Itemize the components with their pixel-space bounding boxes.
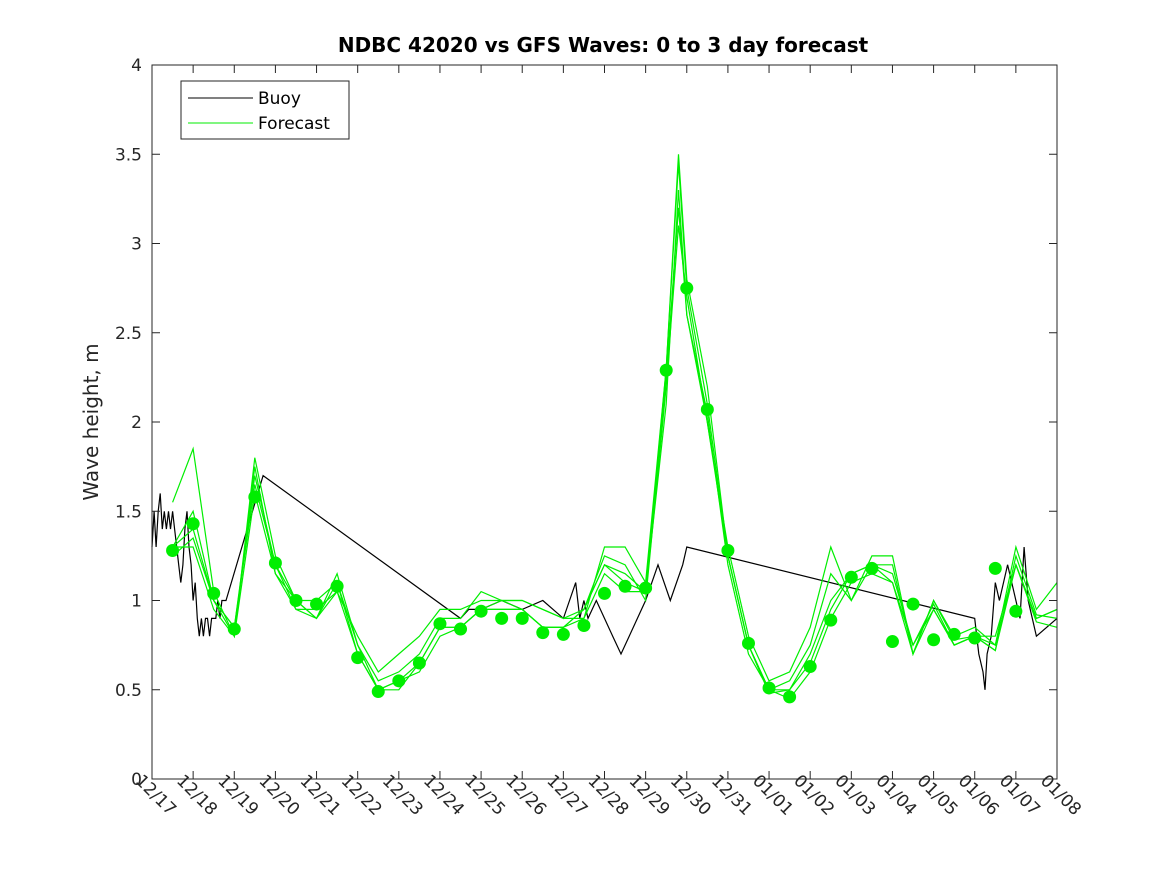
x-tick-label: 01/07 bbox=[995, 771, 1044, 820]
forecast-marker bbox=[186, 517, 200, 531]
marker-layer bbox=[166, 281, 1023, 704]
forecast-series-line bbox=[172, 189, 1058, 694]
forecast-marker bbox=[762, 681, 776, 695]
legend-box bbox=[180, 80, 350, 140]
forecast-marker bbox=[412, 656, 426, 670]
x-tick-label: 12/21 bbox=[296, 771, 345, 820]
forecast-marker bbox=[289, 594, 303, 607]
x-tick-label: 01/05 bbox=[913, 771, 962, 820]
plot-frame bbox=[151, 64, 1058, 780]
forecast-marker bbox=[927, 633, 941, 647]
forecast-marker bbox=[351, 651, 365, 665]
x-tick-label: 12/31 bbox=[707, 771, 756, 820]
forecast-marker bbox=[844, 570, 858, 584]
forecast-marker bbox=[906, 597, 920, 611]
forecast-marker bbox=[639, 581, 653, 595]
y-tick-label: 0.5 bbox=[115, 681, 142, 701]
x-tick-label: 12/24 bbox=[419, 771, 468, 820]
forecast-marker bbox=[556, 627, 570, 641]
forecast-marker bbox=[659, 363, 673, 377]
x-tick-label: 01/01 bbox=[748, 771, 797, 820]
forecast-marker bbox=[1009, 604, 1023, 618]
forecast-marker bbox=[680, 281, 694, 295]
forecast-marker bbox=[577, 618, 591, 632]
forecast-marker bbox=[618, 579, 632, 593]
x-tick-label: 01/02 bbox=[789, 771, 838, 820]
x-tick-label: 12/30 bbox=[666, 771, 715, 820]
forecast-marker bbox=[248, 490, 262, 504]
forecast-marker bbox=[968, 631, 982, 645]
forecast-marker bbox=[700, 403, 714, 417]
legend-buoy-label: Buoy bbox=[258, 89, 301, 109]
forecast-marker bbox=[824, 613, 838, 627]
x-tick-label: 12/19 bbox=[213, 771, 262, 820]
y-tick-label: 3.5 bbox=[115, 145, 142, 165]
series-layer bbox=[151, 154, 1058, 700]
x-tick-label: 01/08 bbox=[1036, 771, 1085, 820]
x-tick-label: 12/22 bbox=[337, 771, 386, 820]
forecast-marker bbox=[310, 597, 324, 611]
x-tick-label: 12/18 bbox=[172, 771, 221, 820]
forecast-marker bbox=[495, 611, 509, 625]
y-tick-label: 0 bbox=[131, 770, 142, 790]
forecast-marker bbox=[947, 627, 961, 641]
forecast-marker bbox=[454, 622, 468, 636]
y-tick-label: 4 bbox=[131, 56, 142, 76]
x-tick-label: 01/04 bbox=[872, 771, 921, 820]
y-tick-label: 1 bbox=[131, 592, 142, 612]
forecast-marker bbox=[207, 586, 221, 600]
forecast-marker bbox=[515, 611, 529, 625]
forecast-marker bbox=[166, 544, 180, 558]
y-axis-label: Wave height, m bbox=[79, 343, 103, 500]
forecast-marker bbox=[741, 636, 755, 650]
forecast-marker bbox=[474, 604, 488, 618]
forecast-series-line bbox=[172, 163, 1058, 691]
legend: Buoy Forecast bbox=[180, 80, 350, 140]
forecast-marker bbox=[721, 544, 735, 558]
forecast-marker bbox=[371, 685, 385, 699]
x-tick-label: 01/06 bbox=[954, 771, 1003, 820]
y-axis: 0 0.5 1 1.5 2 2.5 3 3.5 4 bbox=[115, 56, 1057, 790]
forecast-marker bbox=[865, 561, 879, 575]
x-tick-label: 12/28 bbox=[584, 771, 633, 820]
x-tick-label: 12/17 bbox=[131, 771, 180, 820]
forecast-marker bbox=[536, 626, 550, 640]
forecast-series-line bbox=[172, 225, 1058, 682]
y-tick-label: 1.5 bbox=[115, 502, 142, 522]
forecast-marker bbox=[268, 556, 282, 570]
forecast-marker bbox=[885, 635, 899, 649]
y-tick-label: 3 bbox=[131, 235, 142, 255]
forecast-marker bbox=[433, 617, 447, 631]
x-tick-label: 12/20 bbox=[255, 771, 304, 820]
x-tick-label: 01/03 bbox=[830, 771, 879, 820]
forecast-marker bbox=[598, 586, 611, 600]
x-tick-label: 12/23 bbox=[378, 771, 427, 820]
x-tick-label: 12/27 bbox=[543, 771, 592, 820]
forecast-marker bbox=[330, 579, 344, 593]
y-tick-label: 2.5 bbox=[115, 324, 142, 344]
y-tick-label: 2 bbox=[131, 413, 142, 433]
forecast-marker bbox=[227, 622, 241, 636]
x-tick-label: 12/26 bbox=[501, 771, 550, 820]
forecast-marker bbox=[783, 690, 797, 704]
forecast-marker bbox=[803, 660, 817, 674]
chart-title: NDBC 42020 vs GFS Waves: 0 to 3 day fore… bbox=[338, 33, 869, 57]
x-axis: 12/1712/1812/1912/2012/2112/2212/2312/24… bbox=[131, 65, 1085, 820]
x-tick-label: 12/29 bbox=[625, 771, 674, 820]
x-tick-label: 12/25 bbox=[460, 771, 509, 820]
legend-forecast-label: Forecast bbox=[258, 114, 330, 134]
forecast-marker bbox=[392, 674, 406, 688]
forecast-marker bbox=[988, 561, 1002, 575]
